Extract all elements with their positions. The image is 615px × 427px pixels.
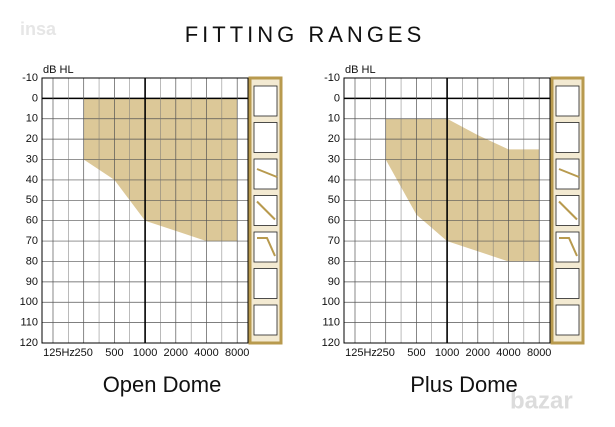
- y-tick-label: 20: [328, 133, 340, 145]
- y-tick-label: 30: [328, 153, 340, 165]
- watermark: bazar: [510, 387, 573, 414]
- icon-box: [253, 231, 278, 263]
- x-tick-label: 1000: [435, 347, 459, 359]
- icon-line: [558, 168, 580, 178]
- x-tick-label: 500: [105, 347, 123, 359]
- y-tick-label: 0: [32, 92, 38, 104]
- icon-box: [253, 85, 278, 117]
- icon-line: [558, 200, 578, 221]
- x-tick-label: 500: [407, 347, 425, 359]
- y-tick-label: 100: [20, 296, 38, 308]
- y-tick-label: 20: [26, 133, 38, 145]
- chart: -10 0 10 20 30 40 50 60 70 80 90 100 110 120 125Hz 250 5…: [20, 64, 283, 397]
- y-tick-label: 40: [328, 174, 340, 186]
- y-tick-label: 90: [26, 276, 38, 288]
- chart: -10 0 10 20 30 40 50 60 70 80 90 100 110 120 125Hz 250 5…: [322, 64, 585, 397]
- y-tick-label: 10: [328, 113, 340, 125]
- y-axis-label: dB HL: [345, 64, 376, 76]
- y-tick-label: 50: [328, 194, 340, 206]
- icon-line: [256, 200, 276, 221]
- icon-box: [555, 122, 580, 153]
- y-tick-label: 110: [322, 317, 340, 329]
- y-tick-label: 60: [26, 215, 38, 227]
- icon-box: [555, 268, 580, 299]
- y-tick-label: 80: [328, 255, 340, 267]
- x-tick-label: 8000: [225, 347, 249, 359]
- x-tick-label: 1000: [133, 347, 157, 359]
- icon-box: [555, 158, 580, 190]
- icon-box: [555, 231, 580, 263]
- watermark: insa: [20, 19, 57, 39]
- icon-box: [253, 304, 278, 336]
- y-tick-label: 0: [334, 92, 340, 104]
- icon-box: [253, 122, 278, 153]
- y-tick-label: -10: [324, 72, 340, 84]
- y-tick-label: 110: [20, 317, 38, 329]
- y-tick-label: 80: [26, 255, 38, 267]
- y-tick-label: 120: [20, 337, 38, 349]
- x-tick-label: 2000: [466, 347, 490, 359]
- y-axis-label: dB HL: [43, 64, 74, 76]
- x-tick-label: 125Hz: [345, 347, 377, 359]
- chart-title: Open Dome: [103, 372, 222, 397]
- x-tick-label: 250: [75, 347, 93, 359]
- page-title: FITTING RANGES: [185, 22, 426, 47]
- y-tick-label: 10: [26, 113, 38, 125]
- x-tick-label: 250: [377, 347, 395, 359]
- icon-line: [559, 237, 578, 257]
- icon-box: [253, 158, 278, 190]
- x-tick-label: 8000: [527, 347, 551, 359]
- y-tick-label: 90: [328, 276, 340, 288]
- y-tick-label: 40: [26, 174, 38, 186]
- y-tick-label: 70: [328, 235, 340, 247]
- icon-box: [555, 304, 580, 336]
- x-tick-label: 4000: [194, 347, 218, 359]
- x-tick-label: 2000: [164, 347, 188, 359]
- y-tick-label: 120: [322, 337, 340, 349]
- y-tick-label: 100: [322, 296, 340, 308]
- x-tick-label: 4000: [496, 347, 520, 359]
- x-tick-label: 125Hz: [43, 347, 75, 359]
- icon-box: [253, 268, 278, 299]
- icon-box: [555, 85, 580, 117]
- icon-line: [256, 168, 278, 178]
- y-tick-label: -10: [22, 72, 38, 84]
- y-tick-label: 50: [26, 194, 38, 206]
- plot-frame: [343, 77, 551, 344]
- chart-title: Plus Dome: [410, 372, 518, 397]
- icon-line: [257, 237, 276, 257]
- y-tick-label: 70: [26, 235, 38, 247]
- y-tick-label: 30: [26, 153, 38, 165]
- y-tick-label: 60: [328, 215, 340, 227]
- plot-frame: [41, 77, 249, 344]
